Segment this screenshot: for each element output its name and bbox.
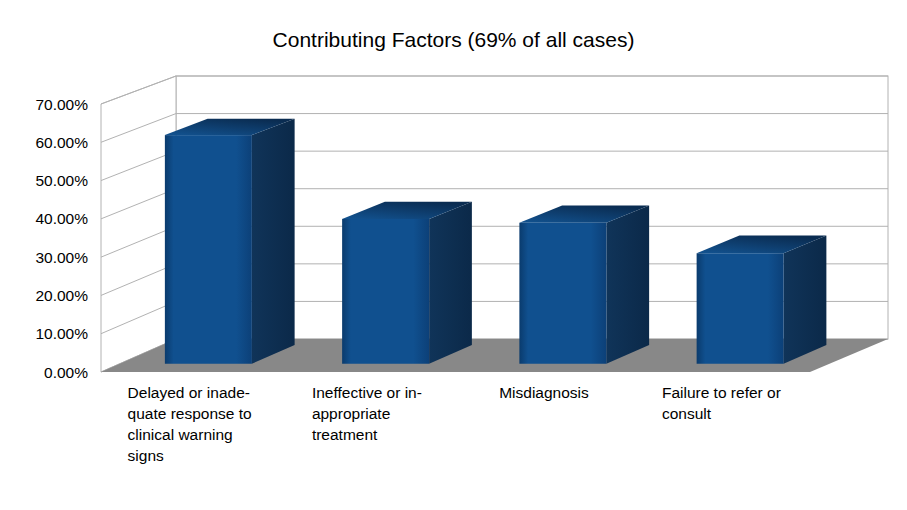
x-category-label: Ineffective or in-appropriatetreatment [312, 384, 422, 443]
bar-side-face [784, 236, 827, 364]
x-category-label: Delayed or inade-quate response toclinic… [128, 384, 252, 464]
chart-page: Contributing Factors (69% of all cases) … [0, 0, 907, 510]
y-tick-label: 0.00% [44, 364, 88, 381]
bar-4 [697, 236, 827, 364]
bar-2 [342, 202, 472, 364]
chart-left-wall [101, 76, 176, 372]
bar-side-face [429, 202, 472, 364]
bar-1 [165, 119, 295, 364]
y-tick-label: 30.00% [35, 249, 88, 266]
y-tick-label: 50.00% [35, 172, 88, 189]
y-tick-label: 40.00% [35, 210, 88, 227]
bar-front-face [697, 253, 784, 364]
bar-front-face [165, 135, 252, 364]
bar-front-face [342, 219, 429, 364]
y-tick-label: 60.00% [35, 134, 88, 151]
y-tick-label: 10.00% [35, 325, 88, 342]
bar-side-face [252, 119, 295, 364]
x-category-label: Failure to refer orconsult [662, 384, 781, 422]
bar-chart-3d: 70.00% 60.00% 50.00% 40.00% 30.00% 20.00% 10.0… [0, 0, 907, 510]
bar-3 [519, 205, 649, 363]
x-category-label: Misdiagnosis [499, 384, 589, 401]
bar-side-face [606, 205, 649, 363]
y-tick-label: 70.00% [35, 96, 88, 113]
y-tick-label: 20.00% [35, 287, 88, 304]
bar-front-face [519, 223, 606, 364]
